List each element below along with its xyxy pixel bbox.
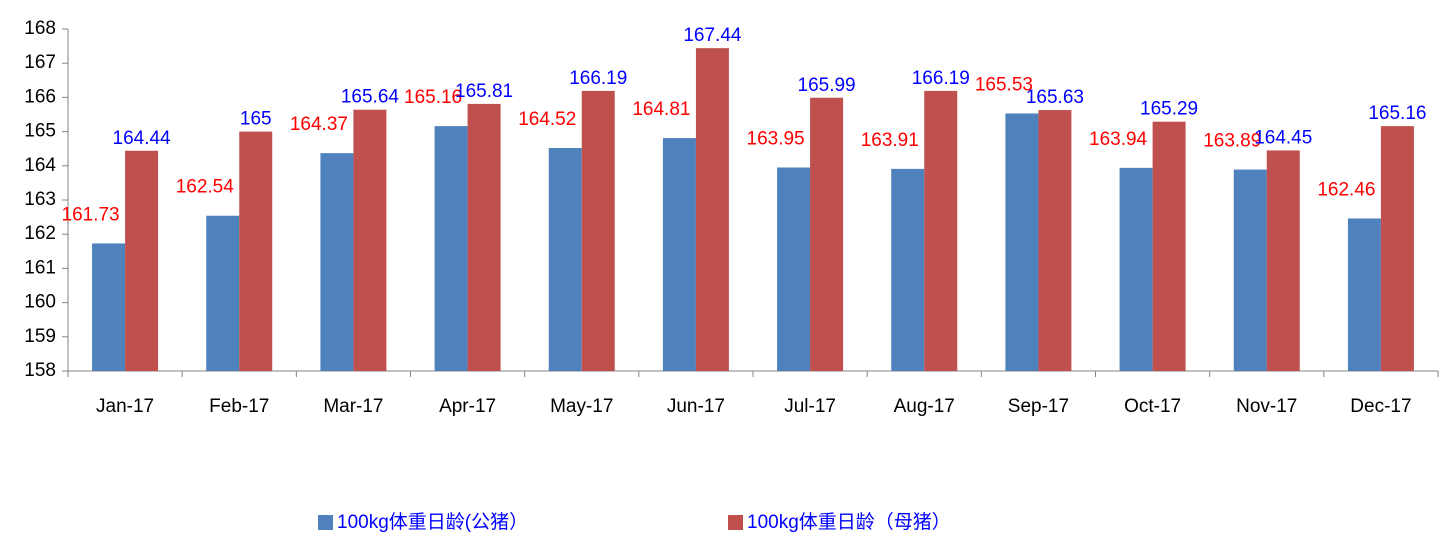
- data-label: 165.16: [404, 87, 462, 108]
- bar: [1380, 126, 1414, 372]
- data-label: 164.44: [113, 128, 172, 149]
- y-tick-label: 162: [24, 223, 56, 244]
- x-tick-label: Aug-17: [894, 396, 955, 417]
- y-tick-label: 165: [24, 121, 56, 142]
- x-tick-label: Jun-17: [667, 396, 725, 417]
- y-tick-label: 159: [24, 326, 56, 347]
- bar: [548, 148, 582, 371]
- data-label: 163.94: [1089, 129, 1148, 150]
- x-tick-label: Mar-17: [323, 396, 383, 417]
- y-tick-label: 164: [24, 155, 56, 176]
- data-label: 165.99: [798, 75, 856, 96]
- bar: [581, 90, 615, 371]
- data-label: 162.46: [1317, 179, 1375, 200]
- x-tick-label: Feb-17: [209, 396, 269, 417]
- x-tick-label: Jan-17: [96, 396, 154, 417]
- y-tick-label: 158: [24, 360, 56, 381]
- data-label: 162.54: [176, 177, 235, 198]
- bar: [125, 150, 159, 371]
- bar: [1233, 169, 1267, 371]
- bar: [695, 48, 729, 371]
- data-label: 165.63: [1026, 87, 1084, 108]
- bar: [924, 90, 958, 371]
- legend-label: 100kg体重日龄（母猪）: [747, 511, 951, 533]
- y-tick-label: 167: [24, 52, 56, 73]
- data-label: 163.91: [861, 130, 919, 151]
- legend-label: 100kg体重日龄(公猪）: [337, 511, 528, 533]
- legend-swatch: [318, 515, 333, 530]
- y-tick-label: 160: [24, 292, 56, 313]
- y-tick-label: 168: [24, 18, 56, 39]
- bar: [320, 153, 354, 371]
- data-label: 165: [240, 109, 272, 130]
- x-tick-label: Dec-17: [1350, 396, 1411, 417]
- bar: [1119, 167, 1153, 371]
- data-label: 164.52: [518, 109, 576, 130]
- bar: [1005, 113, 1039, 371]
- bar: [206, 215, 240, 371]
- x-tick-label: Apr-17: [439, 396, 496, 417]
- bar: [777, 167, 811, 371]
- bar: [353, 109, 387, 371]
- bar: [467, 103, 501, 371]
- bar: [810, 97, 844, 371]
- data-label: 167.44: [683, 25, 742, 46]
- x-tick-label: Jul-17: [784, 396, 836, 417]
- y-tick-label: 166: [24, 86, 56, 107]
- y-tick-label: 161: [24, 257, 56, 278]
- data-label: 164.81: [632, 99, 690, 120]
- data-label: 163.89: [1203, 131, 1261, 152]
- y-tick-label: 163: [24, 189, 56, 210]
- bar: [1038, 110, 1072, 371]
- data-label: 165.64: [341, 87, 400, 108]
- bar: [891, 168, 925, 371]
- legend-swatch: [728, 515, 743, 530]
- bar: [1266, 150, 1300, 371]
- x-tick-label: Sep-17: [1008, 396, 1069, 417]
- data-label: 165.29: [1140, 99, 1198, 120]
- bar: [1152, 121, 1186, 371]
- x-tick-label: Oct-17: [1124, 396, 1181, 417]
- data-label: 165.53: [975, 74, 1033, 95]
- bar: [239, 131, 273, 371]
- data-label: 164.45: [1254, 127, 1312, 148]
- x-tick-label: May-17: [550, 396, 613, 417]
- data-label: 166.19: [912, 68, 970, 89]
- data-label: 163.95: [747, 129, 805, 150]
- bar: [662, 138, 696, 371]
- data-label: 166.19: [569, 68, 627, 89]
- bar: [92, 243, 126, 371]
- data-label: 161.73: [62, 204, 120, 225]
- data-label: 165.81: [455, 81, 513, 102]
- data-label: 165.16: [1368, 103, 1426, 124]
- data-label: 164.37: [290, 114, 348, 135]
- bar: [434, 126, 468, 372]
- bar: [1347, 218, 1381, 371]
- x-tick-label: Nov-17: [1236, 396, 1297, 417]
